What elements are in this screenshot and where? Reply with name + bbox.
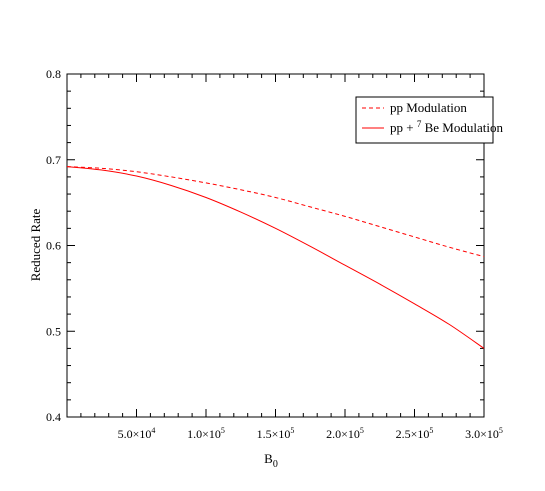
legend: pp Modulation pp + 7 Be Modulation: [355, 96, 503, 144]
legend-box: [355, 96, 494, 144]
legend-label-text-tail: Be Modulation: [421, 120, 503, 135]
y-tick-label: 0.8: [46, 67, 61, 81]
series-layer: [66, 166, 485, 349]
y-tick-label: 0.7: [46, 153, 61, 167]
y-tick-label: 0.6: [46, 239, 61, 253]
x-tick-label-mantissa: 2.0×10: [326, 427, 360, 441]
legend-label-2: pp + 7 Be Modulation: [390, 119, 503, 135]
legend-label-superscript: 7: [417, 119, 422, 129]
x-tick-label-exponent: 5: [429, 426, 433, 435]
x-tick-label: 5.0×104: [118, 426, 156, 441]
ticks-layer: 0.40.50.60.70.85.0×104 1.0×105 1.5×105 2.0×…: [46, 67, 503, 441]
series-line-1: [66, 166, 485, 258]
x-tick-label: 3.0×105: [465, 426, 503, 441]
x-tick-label-exponent: 5: [499, 426, 503, 435]
y-tick-label: 0.4: [46, 410, 61, 424]
x-tick-label-exponent: 5: [221, 426, 225, 435]
legend-label-text: pp +: [390, 120, 417, 135]
x-tick-label-mantissa: 2.5×10: [396, 427, 430, 441]
x-tick-label-exponent: 5: [360, 426, 364, 435]
x-tick-label: 2.0×105: [326, 426, 364, 441]
x-tick-label: 2.5×105: [396, 426, 434, 441]
x-tick-label-mantissa: 5.0×10: [118, 427, 152, 441]
x-axis-label-sub: 0: [273, 459, 278, 470]
legend-label-1: pp Modulation: [390, 100, 467, 115]
x-axis-label-main: B: [264, 451, 273, 466]
x-axis-label: B0: [264, 451, 278, 470]
x-tick-label-exponent: 4: [151, 426, 155, 435]
x-tick-label-mantissa: 3.0×10: [465, 427, 499, 441]
x-tick-label-mantissa: 1.0×10: [187, 427, 221, 441]
y-axis-label: Reduced Rate: [28, 208, 43, 281]
y-tick-label: 0.5: [46, 324, 61, 338]
x-tick-label: 1.0×105: [187, 426, 225, 441]
series-line-2: [66, 166, 485, 349]
x-tick-label-exponent: 5: [290, 426, 294, 435]
legend-label-text: pp Modulation: [390, 100, 467, 115]
x-tick-label: 1.5×105: [257, 426, 295, 441]
x-tick-label-mantissa: 1.5×10: [257, 427, 291, 441]
